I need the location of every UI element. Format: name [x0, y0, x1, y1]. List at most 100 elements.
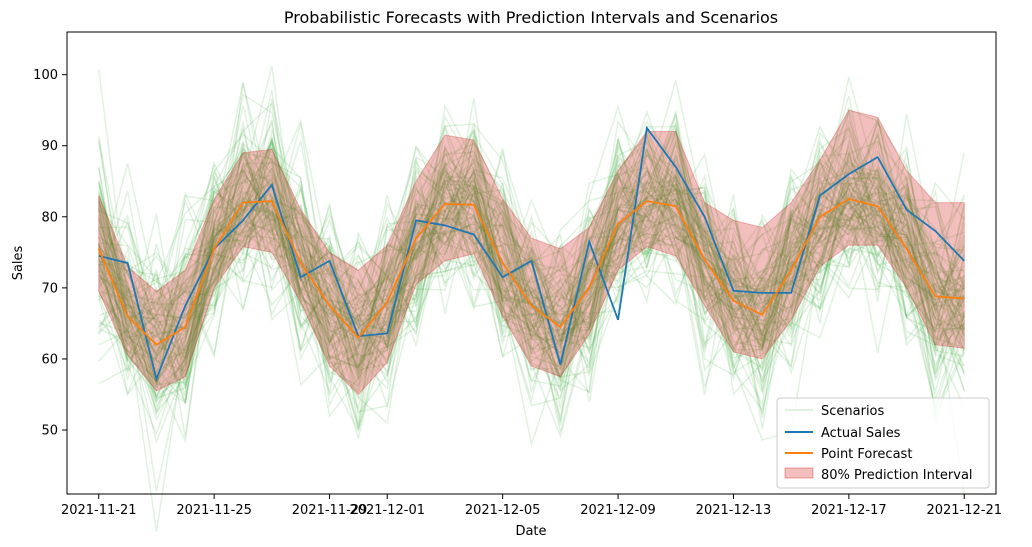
- scenario-line: [98, 153, 965, 368]
- scenario-line: [98, 141, 965, 418]
- scenario-line: [98, 126, 965, 386]
- scenario-line: [98, 120, 965, 416]
- x-tick-label: 2021-12-09: [580, 503, 656, 518]
- scenario-line: [98, 154, 965, 418]
- scenario-line: [98, 168, 965, 357]
- x-tick-label: 2021-12-01: [349, 503, 425, 518]
- x-tick-label: 2021-11-29: [292, 503, 368, 518]
- scenario-line: [98, 137, 965, 397]
- scenario-line: [98, 132, 965, 350]
- x-axis-ticks: 2021-11-21 2021-11-25 2021-11-292021-12-01…: [61, 494, 1002, 518]
- scenario-line: [98, 132, 965, 389]
- scenario-line: [98, 107, 965, 384]
- scenario-line: [98, 146, 965, 405]
- scenario-line: [98, 138, 965, 412]
- scenario-line: [98, 143, 965, 362]
- x-tick-label: 2021-12-05: [465, 503, 541, 518]
- y-tick-label: 50: [41, 424, 58, 439]
- y-tick-label: 70: [41, 281, 58, 296]
- scenario-line: [98, 80, 965, 387]
- actual-sales-line: [98, 125, 965, 382]
- scenario-line: [97, 68, 965, 383]
- scenario-line: [98, 120, 965, 391]
- scenario-line: [98, 121, 965, 441]
- legend-label-forecast: Point Forecast: [821, 447, 912, 462]
- prediction-interval-band: [98, 109, 965, 396]
- scenario-line: [98, 128, 965, 387]
- scenario-line: [98, 163, 965, 378]
- scenario-line: [98, 119, 965, 356]
- scenario-line: [98, 82, 965, 407]
- scenario-line: [98, 147, 965, 401]
- scenario-line: [98, 118, 965, 394]
- scenario-line: [98, 121, 965, 387]
- scenario-line: [98, 149, 965, 364]
- scenario-line: [98, 132, 965, 399]
- scenario-line: [98, 110, 965, 438]
- y-tick-label: 80: [41, 210, 58, 225]
- scenario-line: [98, 110, 965, 408]
- scenario-line: [98, 148, 965, 430]
- point-forecast-line: [97, 198, 965, 346]
- scenario-line: [98, 110, 965, 423]
- scenario-line: [98, 97, 965, 407]
- y-axis-ticks: 50 60 70 80 90 100: [33, 68, 67, 439]
- scenario-line: [98, 140, 965, 359]
- scenario-line: [98, 105, 965, 366]
- x-tick-label: 2021-12-17: [811, 503, 887, 518]
- scenario-line: [98, 98, 965, 410]
- scenario-line: [98, 152, 965, 412]
- scenario-line: [98, 133, 965, 421]
- scenario-line: [98, 169, 965, 427]
- scenario-line: [98, 150, 965, 397]
- legend-label-scenarios: Scenarios: [821, 404, 885, 419]
- scenario-line: [98, 151, 965, 374]
- scenario-line: [98, 141, 965, 382]
- scenario-line: [98, 170, 965, 378]
- scenario-line: [98, 126, 965, 352]
- x-tick-label: 2021-12-13: [696, 503, 772, 518]
- scenario-line: [98, 142, 966, 497]
- scenario-line: [98, 189, 965, 392]
- scenario-line: [98, 135, 965, 388]
- scenario-line: [98, 142, 965, 425]
- scenario-line: [98, 119, 965, 386]
- y-tick-label: 100: [33, 68, 58, 83]
- scenario-line: [98, 133, 965, 418]
- scenario-line: [98, 65, 965, 408]
- scenario-line: [98, 139, 965, 404]
- x-tick-label: 2021-11-25: [176, 503, 252, 518]
- y-axis-label: Sales: [11, 245, 26, 280]
- scenario-line: [98, 155, 965, 421]
- scenario-line: [98, 146, 965, 411]
- x-axis-label: Date: [515, 524, 546, 539]
- chart-title: Probabilistic Forecasts with Prediction …: [284, 8, 778, 27]
- scenario-line: [98, 162, 965, 393]
- scenario-line: [98, 125, 965, 404]
- legend-box: [776, 397, 990, 489]
- x-tick-label: 2021-11-21: [61, 503, 137, 518]
- legend: Scenarios Actual Sales Point Forecast 80…: [776, 397, 990, 489]
- x-tick-label: 2021-12-21: [926, 503, 1002, 518]
- scenario-line: [98, 76, 965, 376]
- scenario-line: [98, 93, 965, 405]
- scenario-line: [98, 114, 965, 384]
- scenario-line: [98, 95, 965, 377]
- scenario-line: [98, 145, 965, 346]
- y-tick-label: 60: [41, 352, 58, 367]
- scenario-line: [98, 153, 965, 381]
- scenario-line: [98, 158, 965, 492]
- scenario-line: [98, 131, 965, 382]
- scenario-line: [98, 115, 965, 371]
- scenario-line: [98, 145, 965, 409]
- scenario-line: [98, 138, 965, 383]
- scenario-line: [98, 82, 965, 433]
- plot-area: [97, 65, 966, 533]
- scenario-line: [98, 89, 965, 445]
- scenario-line: [98, 144, 965, 439]
- scenario-line: [98, 118, 965, 395]
- plot-frame: [66, 31, 997, 495]
- scenario-line: [98, 110, 965, 379]
- y-tick-label: 90: [41, 139, 58, 154]
